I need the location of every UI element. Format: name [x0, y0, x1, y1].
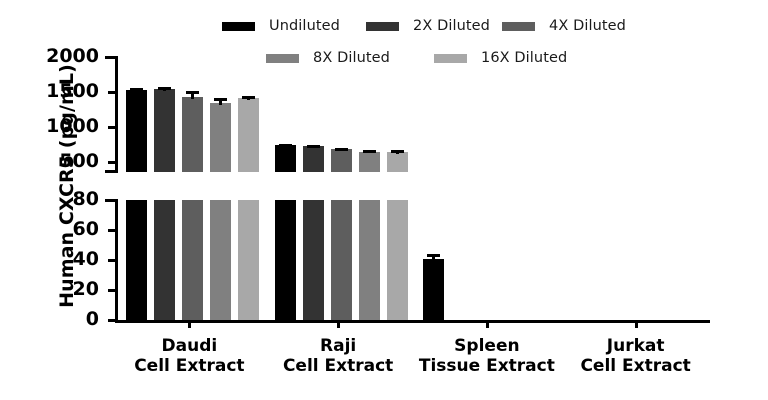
legend-swatch-8x-diluted	[266, 53, 299, 63]
bar-raji-cell-extract-4x-diluted	[331, 149, 352, 172]
y-tick-lower-0	[108, 319, 115, 322]
legend-swatch-16x-diluted	[434, 53, 467, 63]
x-axis-group-label-line2: Cell Extract	[282, 356, 394, 377]
bar-raji-cell-extract-2x-diluted-errorbar-cap	[307, 144, 320, 148]
x-axis-group-label-line2: Cell Extract	[580, 356, 691, 377]
y-tick-lower-60	[108, 229, 115, 232]
x-tick-0	[188, 320, 191, 328]
x-axis-group-label-line2: Tissue Extract	[418, 356, 555, 377]
y-ticklabel-upper-1500: 1500	[46, 80, 99, 102]
bar-daudi-cell-extract-8x-diluted-errorbar-cap	[214, 97, 227, 101]
bar-daudi-cell-extract-2x-diluted	[154, 89, 175, 172]
y-axis-upper-break-cap	[105, 170, 118, 173]
y-ticklabel-upper-1000: 1000	[46, 115, 99, 137]
legend-item-2x-diluted[interactable]: 2X Diluted	[366, 18, 490, 34]
bar-raji-cell-extract-undiluted-lower-segment	[275, 200, 296, 320]
bar-daudi-cell-extract-undiluted-lower-segment	[126, 200, 147, 320]
y-ticklabel-lower-60: 60	[72, 218, 99, 240]
x-axis-group-label-line1: Spleen	[454, 336, 520, 356]
y-ticklabel-lower-40: 40	[72, 248, 99, 270]
legend-item-4x-diluted[interactable]: 4X Diluted	[502, 18, 626, 34]
bar-daudi-cell-extract-16x-diluted-errorbar-cap	[242, 95, 255, 99]
x-axis-group-label-raji: Raji Cell Extract	[264, 336, 413, 377]
legend-swatch-undiluted	[222, 21, 255, 31]
y-tick-upper-1000	[108, 126, 115, 129]
bar-raji-cell-extract-8x-diluted-lower-segment	[359, 200, 380, 320]
y-ticklabel-lower-80: 80	[72, 188, 99, 210]
bar-daudi-cell-extract-4x-diluted	[182, 96, 203, 172]
legend-item-16x-diluted[interactable]: 16X Diluted	[434, 50, 567, 66]
bar-spleen-tissue-extract-undiluted	[423, 258, 444, 320]
bar-daudi-cell-extract-2x-diluted-lower-segment	[154, 200, 175, 320]
bar-daudi-cell-extract-4x-diluted-errorbar	[191, 91, 194, 99]
bar-raji-cell-extract-8x-diluted	[359, 151, 380, 172]
y-ticklabel-upper-2000: 2000	[46, 45, 99, 67]
bar-raji-cell-extract-4x-diluted-lower-segment	[331, 200, 352, 320]
x-axis-group-label-jurkat: Jurkat Cell Extract	[561, 336, 710, 377]
y-ticklabel-lower-20: 20	[72, 278, 99, 300]
bar-daudi-cell-extract-8x-diluted-errorbar	[219, 97, 222, 106]
legend-label-16x-diluted: 16X Diluted	[481, 50, 568, 66]
y-tick-lower-80	[105, 199, 118, 202]
bar-raji-cell-extract-8x-diluted-errorbar-cap	[363, 150, 376, 154]
legend-label-4x-diluted: 4X Diluted	[549, 18, 626, 34]
bar-raji-cell-extract-4x-diluted-errorbar-cap	[335, 147, 348, 151]
bar-daudi-cell-extract-16x-diluted	[238, 97, 259, 172]
legend-item-undiluted[interactable]: Undiluted	[222, 18, 340, 34]
x-axis-group-label-line2: Cell Extract	[134, 356, 245, 377]
x-axis-group-label-spleen: Spleen Tissue Extract	[413, 336, 562, 377]
x-axis-group-label-daudi: Daudi Cell Extract	[115, 336, 264, 377]
bar-daudi-cell-extract-4x-diluted-lower-segment	[182, 200, 203, 320]
y-tick-upper-2000	[105, 56, 118, 59]
y-ticklabel-upper-500: 500	[59, 150, 99, 172]
bar-daudi-cell-extract-16x-diluted-lower-segment	[238, 200, 259, 320]
y-tick-lower-20	[108, 289, 115, 292]
x-tick-1	[337, 320, 340, 328]
bar-daudi-cell-extract-4x-diluted-errorbar-cap	[186, 91, 199, 95]
bar-raji-cell-extract-2x-diluted-lower-segment	[303, 200, 324, 320]
bar-raji-cell-extract-16x-diluted	[387, 151, 408, 172]
x-axis-group-label-line1: Daudi	[161, 336, 218, 356]
bar-daudi-cell-extract-8x-diluted	[210, 103, 231, 172]
y-axis-lower-line	[115, 200, 118, 320]
bar-daudi-cell-extract-2x-diluted-errorbar-cap	[158, 86, 171, 90]
bar-spleen-tissue-extract-undiluted-errorbar-cap	[427, 254, 440, 257]
bar-raji-cell-extract-16x-diluted-errorbar-cap	[391, 150, 404, 154]
x-tick-2	[486, 320, 489, 328]
bar-raji-cell-extract-undiluted-errorbar-cap	[279, 144, 292, 148]
legend-item-8x-diluted[interactable]: 8X Diluted	[266, 50, 390, 66]
legend-label-undiluted: Undiluted	[269, 18, 340, 34]
chart-legend: Undiluted 2X Diluted 4X Diluted 8X Dilut…	[0, 0, 768, 78]
y-axis-upper-line	[115, 57, 118, 172]
y-ticklabel-lower-0: 0	[85, 308, 99, 330]
bar-raji-cell-extract-2x-diluted	[303, 145, 324, 172]
y-tick-upper-1500	[108, 91, 115, 94]
x-axis-line	[115, 320, 710, 323]
x-tick-3	[635, 320, 638, 328]
bar-raji-cell-extract-16x-diluted-lower-segment	[387, 200, 408, 320]
bar-daudi-cell-extract-undiluted-errorbar-cap	[130, 88, 143, 92]
legend-swatch-4x-diluted	[502, 21, 535, 31]
x-axis-group-label-line1: Jurkat	[606, 336, 665, 356]
bar-raji-cell-extract-undiluted	[275, 145, 296, 172]
x-axis-group-label-line1: Raji	[320, 336, 357, 356]
legend-label-2x-diluted: 2X Diluted	[413, 18, 490, 34]
y-tick-lower-40	[108, 259, 115, 262]
legend-swatch-2x-diluted	[366, 21, 399, 31]
bar-daudi-cell-extract-8x-diluted-lower-segment	[210, 200, 231, 320]
bar-daudi-cell-extract-undiluted	[126, 89, 147, 172]
y-tick-upper-500	[108, 161, 115, 164]
bar-spleen-tissue-extract-undiluted-errorbar	[432, 254, 435, 261]
legend-label-8x-diluted: 8X Diluted	[313, 50, 390, 66]
